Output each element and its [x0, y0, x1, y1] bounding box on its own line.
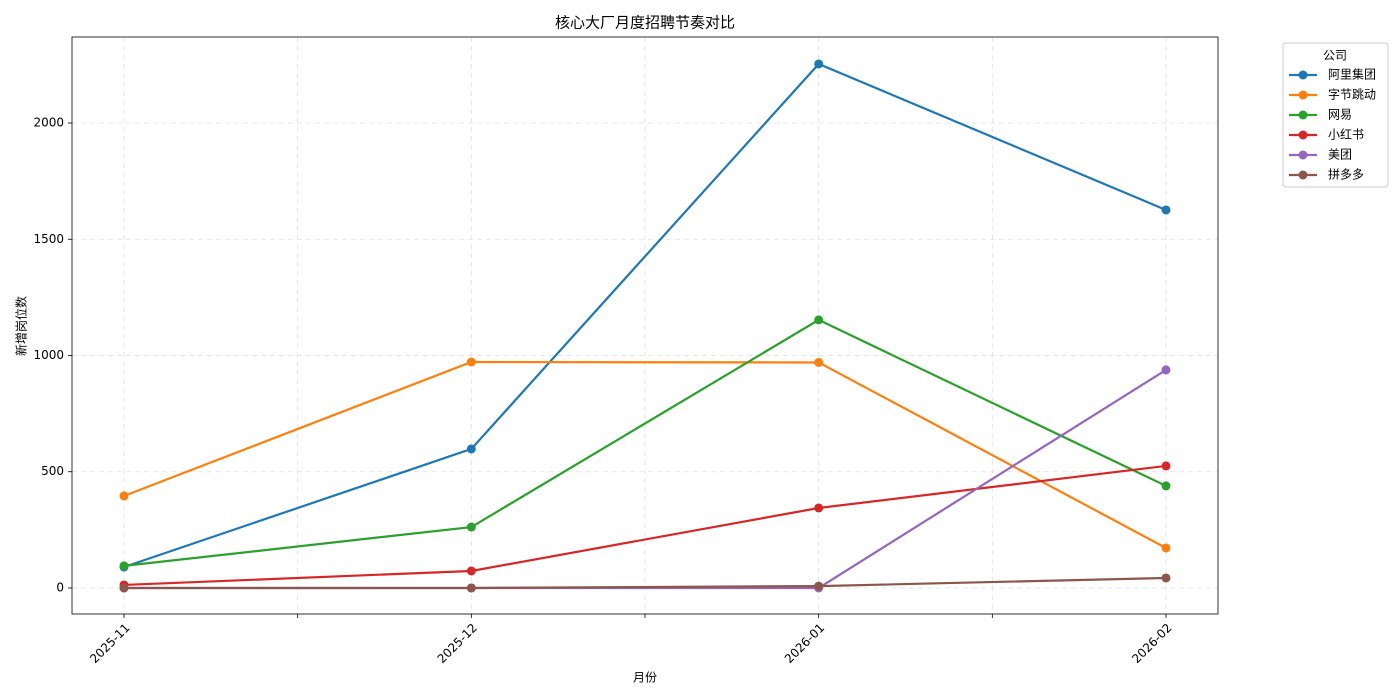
legend-marker: [1298, 70, 1308, 80]
data-point: [1161, 365, 1171, 375]
data-point: [1161, 205, 1171, 215]
x-tick-label: 2025-11: [87, 621, 132, 666]
series-line: [123, 318, 1167, 567]
y-tick-label: 500: [41, 464, 64, 478]
data-point: [814, 315, 824, 325]
data-point: [119, 583, 129, 593]
y-axis-label: 新增岗位数: [14, 296, 29, 356]
series-line: [123, 464, 1167, 587]
data-point: [1161, 543, 1171, 553]
legend-label: 阿里集团: [1328, 67, 1376, 82]
legend-label: 美团: [1328, 148, 1352, 162]
legend-label: 网易: [1328, 108, 1352, 122]
y-tick-label: 1500: [33, 232, 64, 246]
legend-title: 公司: [1323, 49, 1347, 63]
chart-title: 核心大厂月度招聘节奏对比: [555, 14, 735, 32]
data-point: [814, 59, 824, 69]
legend-marker: [1298, 130, 1308, 140]
data-point: [814, 503, 824, 513]
x-axis-label: 月份: [633, 671, 657, 685]
data-point: [1161, 461, 1171, 471]
legend-marker: [1298, 110, 1308, 120]
x-tick-label: 2025-12: [435, 621, 480, 666]
data-point: [119, 561, 129, 571]
legend-marker: [1298, 150, 1308, 160]
data-point: [119, 491, 129, 501]
data-point: [1161, 573, 1171, 583]
legend-marker: [1298, 90, 1308, 100]
legend-box: [1282, 42, 1389, 188]
data-point: [466, 444, 476, 454]
plot-area: [72, 37, 1218, 614]
data-point: [466, 566, 476, 576]
data-point: [466, 357, 476, 367]
data-point: [814, 581, 824, 591]
legend-label: 小红书: [1328, 127, 1364, 142]
x-tick-label: 2026-02: [1129, 621, 1174, 666]
data-point: [466, 522, 476, 532]
y-tick-label: 0: [56, 580, 64, 594]
series-line: [123, 360, 1167, 549]
legend-label: 字节跳动: [1328, 87, 1376, 102]
series-line: [123, 62, 1167, 569]
data-point: [466, 583, 476, 593]
legend-label: 拼多多: [1328, 168, 1364, 182]
legend-marker: [1298, 170, 1308, 180]
x-tick-label: 2026-01: [782, 621, 827, 666]
y-tick-label: 2000: [33, 116, 64, 130]
data-point: [1161, 481, 1171, 491]
data-point: [814, 357, 824, 367]
y-tick-label: 1000: [33, 348, 64, 362]
series-line: [124, 576, 1167, 590]
